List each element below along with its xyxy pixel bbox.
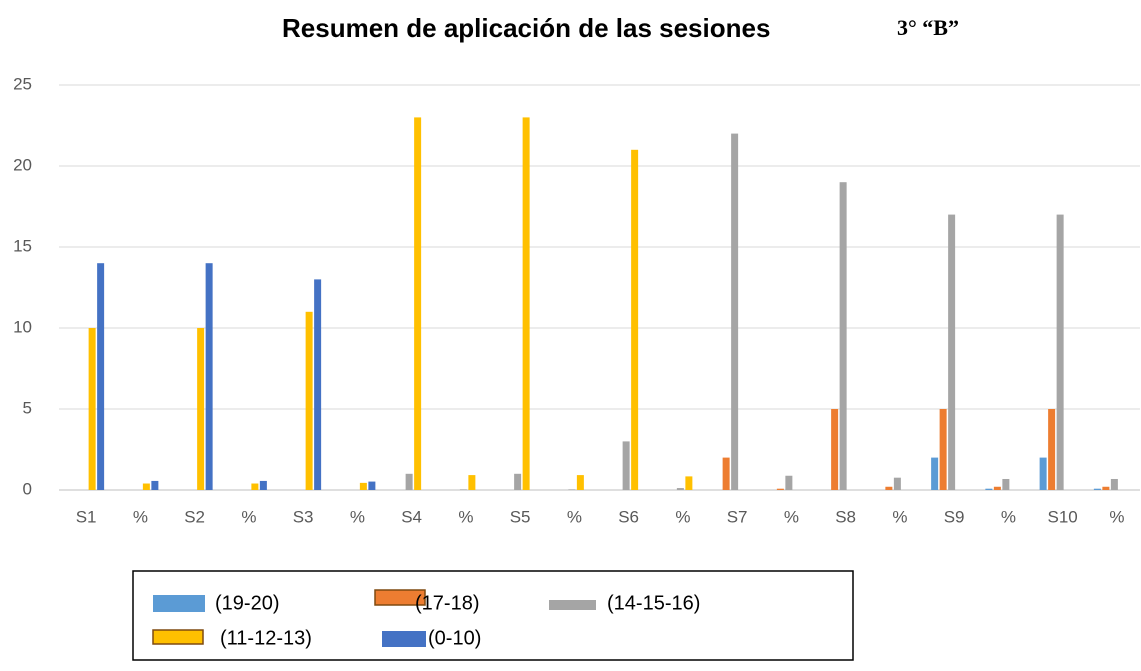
legend-label: (17-18) bbox=[415, 592, 479, 614]
bar bbox=[948, 214, 956, 490]
chart-title: Resumen de aplicación de las sesiones bbox=[282, 13, 770, 43]
x-tick-label: S10 bbox=[1048, 507, 1078, 526]
x-tick-label: S3 bbox=[293, 507, 314, 526]
bar bbox=[522, 117, 530, 491]
bar bbox=[1056, 214, 1064, 490]
y-tick-label: 20 bbox=[13, 155, 32, 174]
bar bbox=[993, 486, 1001, 490]
x-tick-label: S2 bbox=[184, 507, 205, 526]
bar bbox=[839, 182, 847, 490]
bar bbox=[1110, 478, 1118, 490]
x-tick-label: S9 bbox=[944, 507, 965, 526]
legend-label: (14-15-16) bbox=[607, 592, 700, 614]
bar bbox=[1093, 488, 1101, 490]
bar bbox=[676, 488, 684, 490]
x-tick-label: % bbox=[1109, 507, 1124, 526]
bar bbox=[142, 483, 150, 490]
bar bbox=[459, 489, 467, 490]
bar bbox=[314, 279, 322, 490]
x-tick-label: % bbox=[784, 507, 799, 526]
x-tick-label: S6 bbox=[618, 507, 639, 526]
bar bbox=[785, 475, 793, 490]
y-tick-label: 10 bbox=[13, 317, 32, 336]
x-tick-label: % bbox=[1001, 507, 1016, 526]
bar bbox=[1039, 457, 1047, 490]
y-tick-label: 25 bbox=[13, 74, 32, 93]
bar bbox=[939, 409, 947, 490]
bar bbox=[468, 475, 476, 490]
bar bbox=[576, 475, 584, 490]
bar bbox=[985, 488, 993, 490]
bar bbox=[1102, 486, 1110, 490]
bar bbox=[631, 149, 639, 491]
bar bbox=[831, 409, 839, 490]
bar bbox=[776, 488, 784, 490]
bar bbox=[1048, 409, 1056, 490]
legend-label: (11-12-13) bbox=[220, 627, 312, 649]
x-tick-label: % bbox=[133, 507, 148, 526]
bar bbox=[251, 483, 259, 490]
bar bbox=[368, 481, 376, 490]
chart-title-group: 3° “B” bbox=[897, 15, 959, 40]
bar bbox=[885, 486, 893, 490]
x-tick-label: % bbox=[458, 507, 473, 526]
legend-label: (0-10) bbox=[428, 627, 481, 649]
bar bbox=[97, 263, 105, 490]
bar bbox=[622, 441, 630, 490]
bar bbox=[931, 457, 939, 490]
bar bbox=[685, 476, 693, 490]
bar bbox=[893, 477, 901, 490]
bar bbox=[405, 473, 413, 490]
bar bbox=[359, 482, 367, 490]
x-tick-label: % bbox=[241, 507, 256, 526]
legend-swatch bbox=[152, 629, 204, 645]
x-tick-label: S4 bbox=[401, 507, 422, 526]
legend-box bbox=[132, 570, 854, 661]
bar bbox=[305, 311, 313, 490]
bar bbox=[731, 133, 739, 490]
bar bbox=[197, 328, 205, 490]
y-tick-label: 15 bbox=[13, 236, 32, 255]
x-tick-label: % bbox=[567, 507, 582, 526]
legend-swatch bbox=[374, 589, 426, 606]
x-tick-label: S8 bbox=[835, 507, 856, 526]
bar bbox=[722, 457, 730, 490]
bar bbox=[151, 480, 159, 490]
legend-label: (19-20) bbox=[215, 592, 279, 614]
bar bbox=[514, 473, 522, 490]
bar bbox=[205, 263, 213, 490]
y-tick-label: 0 bbox=[23, 479, 32, 498]
legend-swatch bbox=[549, 600, 596, 610]
x-tick-label: S5 bbox=[510, 507, 531, 526]
y-tick-label: 5 bbox=[23, 398, 32, 417]
bar bbox=[414, 117, 422, 491]
bar bbox=[88, 328, 96, 490]
x-tick-label: S1 bbox=[76, 507, 97, 526]
bar bbox=[259, 480, 267, 490]
legend-swatch bbox=[153, 595, 205, 612]
bar bbox=[1002, 478, 1010, 490]
legend-swatch bbox=[382, 631, 426, 647]
x-tick-label: % bbox=[675, 507, 690, 526]
bar bbox=[568, 489, 576, 490]
x-tick-label: S7 bbox=[727, 507, 748, 526]
x-tick-label: % bbox=[350, 507, 365, 526]
x-tick-label: % bbox=[892, 507, 907, 526]
